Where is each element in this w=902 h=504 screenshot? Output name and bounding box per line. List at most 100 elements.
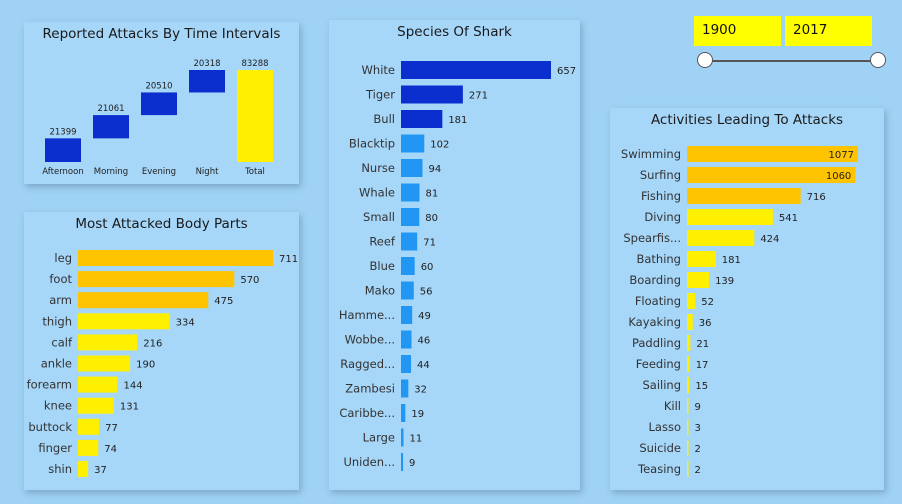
species-bar [401,281,414,300]
species-value-label: 11 [410,434,423,445]
body-parts-chart: leg 711 foot 570 arm 475 thigh 334 calf 216 ankle 1… [27,250,298,477]
activity-bar [687,230,755,246]
species-value-label: 81 [425,189,438,200]
body-category-label: buttock [28,420,72,434]
time-category-label: Evening [142,167,176,177]
body-bar [78,461,89,477]
activity-value-label: 541 [779,213,798,224]
body-value-label: 77 [105,423,118,434]
time-value-label: 21399 [49,127,76,137]
activity-value-label: 716 [807,192,826,203]
body-value-label: 475 [214,296,233,307]
time-category-label: Morning [94,167,128,177]
year-slider-track[interactable] [705,60,878,62]
species-bar [401,257,415,275]
activity-value-label: 181 [722,255,741,266]
species-bar [401,134,425,153]
time-category-label: Night [196,167,220,177]
species-bar [401,428,404,447]
species-value-label: 44 [417,360,430,371]
time-value-label: 21061 [97,104,124,114]
year-slider-end-handle[interactable] [870,52,886,68]
activity-bar [687,188,801,204]
activity-bar [687,293,696,309]
species-bar [401,330,412,349]
time-bar [93,115,129,139]
activity-value-label: 139 [715,276,734,287]
body-value-label: 190 [136,360,155,371]
species-bar [401,232,418,251]
activity-category-label: Diving [644,210,681,224]
species-bar [401,355,412,373]
species-bar [401,159,423,177]
time-category-label: Afternoon [42,167,83,177]
body-value-label: 711 [279,254,298,265]
activities-card: Activities Leading To Attacks Swimming 10… [610,108,884,490]
activity-category-label: Boarding [629,273,681,287]
body-parts-title: Most Attacked Body Parts [75,216,248,232]
body-bar [78,271,235,288]
species-title: Species Of Shark [397,24,512,40]
activity-bar [687,335,691,351]
species-category-label: Blacktip [349,137,395,151]
species-value-label: 46 [418,336,431,347]
body-bar [78,355,131,372]
body-category-label: leg [54,251,72,265]
body-value-label: 74 [104,444,117,455]
activity-value-label: 21 [696,339,709,350]
time-value-label: 20318 [193,59,220,69]
species-bar [401,379,409,398]
year-slider-start-handle[interactable] [697,52,713,68]
species-category-label: Hamme... [339,308,395,322]
activity-bar [687,356,690,372]
body-value-label: 334 [176,317,195,328]
species-value-label: 60 [421,262,434,273]
body-bar [78,334,138,351]
activity-bar [687,398,689,414]
activity-category-label: Swimming [621,147,681,161]
species-value-label: 94 [428,164,441,175]
time-bar [189,70,225,93]
activity-bar [687,167,856,183]
activity-value-label: 52 [701,297,714,308]
species-category-label: Whale [359,186,395,200]
species-category-label: Caribbe... [339,406,395,420]
body-category-label: finger [38,441,72,455]
activity-category-label: Feeding [636,357,681,371]
species-bar [401,85,463,104]
activity-bar [687,146,858,162]
activity-category-label: Bathing [636,252,681,266]
year-from-input[interactable]: 1900 [694,16,781,46]
species-value-label: 271 [469,91,488,102]
species-category-label: Reef [369,235,396,249]
activity-category-label: Kill [664,399,681,413]
species-category-label: Uniden... [343,455,395,469]
species-category-label: Ragged... [340,357,395,371]
species-category-label: Bull [373,112,395,126]
species-category-label: Mako [365,284,395,298]
species-bar [401,183,420,202]
species-category-label: White [362,63,395,77]
time-bar [237,70,273,162]
body-category-label: arm [49,293,72,307]
species-value-label: 9 [409,458,415,469]
year-to-input[interactable]: 2017 [785,16,872,46]
activity-category-label: Suicide [639,441,681,455]
activities-title: Activities Leading To Attacks [650,112,844,128]
activity-category-label: Paddling [632,336,681,350]
body-bar [78,376,118,393]
species-value-label: 32 [414,385,427,396]
species-category-label: Blue [370,259,395,273]
body-value-label: 570 [240,275,259,286]
species-card: Species Of Shark White 657 Tiger 271 Bull 181… [329,20,580,490]
time-intervals-title: Reported Attacks By Time Intervals [42,26,281,42]
activity-category-label: Spearfis... [623,231,681,245]
body-category-label: knee [44,399,72,413]
species-bar [401,404,406,422]
species-category-label: Wobbe... [345,333,395,347]
species-value-label: 181 [448,115,467,126]
species-bar [401,453,404,471]
species-bar [401,61,551,79]
body-bar [78,439,99,456]
species-bar [401,110,443,128]
